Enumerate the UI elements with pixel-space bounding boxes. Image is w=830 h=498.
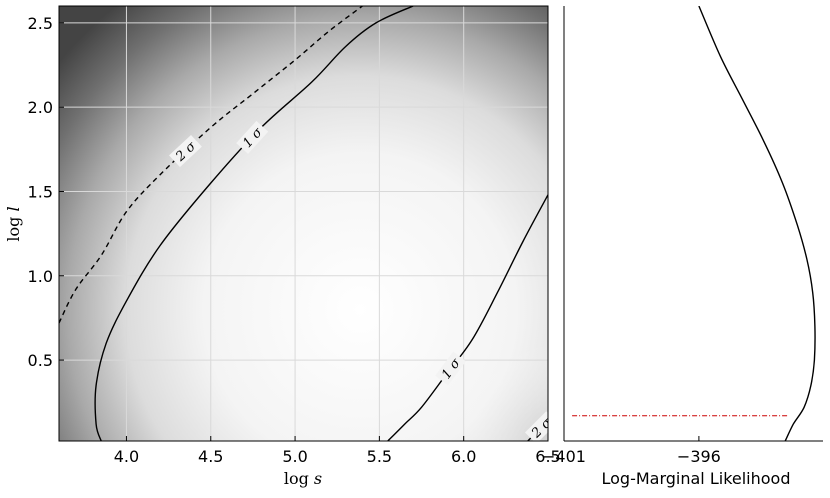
contour-label-bg: [525, 411, 548, 441]
heatmap-frame: [58, 5, 549, 442]
contour-label-bg: [169, 134, 202, 168]
likelihood-panel: −401 −396 Log-Marginal Likelihood: [542, 6, 823, 488]
likelihood-x-tick-label: −396: [677, 447, 721, 466]
likelihood-x-axis-label: Log-Marginal Likelihood: [602, 469, 791, 488]
y-tick-label: 1.0: [28, 267, 53, 286]
y-tick-label: 0.5: [28, 351, 53, 370]
likelihood-x-ticks: −401 −396: [542, 436, 721, 466]
contour-label-bg: [236, 120, 269, 154]
heatmap-x-ticks: 4.0 4.5 5.0 5.5 6.0 6.5: [114, 436, 561, 466]
x-tick-label: 6.5: [535, 447, 560, 466]
x-tick-label: 4.5: [198, 447, 223, 466]
y-tick-label: 1.5: [28, 182, 53, 201]
x-tick-label: 4.0: [114, 447, 139, 466]
y-tick-label: 2.5: [28, 14, 53, 33]
heatmap-grid: [59, 6, 548, 441]
contour-2-sigma: [59, 6, 363, 324]
likelihood-lines: [572, 6, 816, 441]
heatmap-x-axis-label: log s: [284, 469, 322, 488]
contour-1-sigma: [94, 6, 414, 441]
y-tick-label: 2.0: [28, 98, 53, 117]
heatmap-y-axis-label: log l: [4, 206, 23, 241]
likelihood-curve: [698, 6, 816, 441]
x-tick-label: 6.0: [451, 447, 476, 466]
likelihood-x-tick-label: −401: [542, 447, 586, 466]
heatmap-panel: 2 σ1 σ1 σ2 σ 4.0 4.5 5.0 5.5 6.0 6.5 0.51.01.…: [4, 5, 561, 488]
heatmap-y-ticks: 0.5 1.0 1.5 2.0 2.5: [28, 14, 64, 370]
x-tick-label: 5.0: [282, 447, 307, 466]
x-tick-label: 5.5: [367, 447, 392, 466]
heatmap-corner-shade: [59, 6, 548, 441]
contour-label-bg: [435, 351, 467, 386]
